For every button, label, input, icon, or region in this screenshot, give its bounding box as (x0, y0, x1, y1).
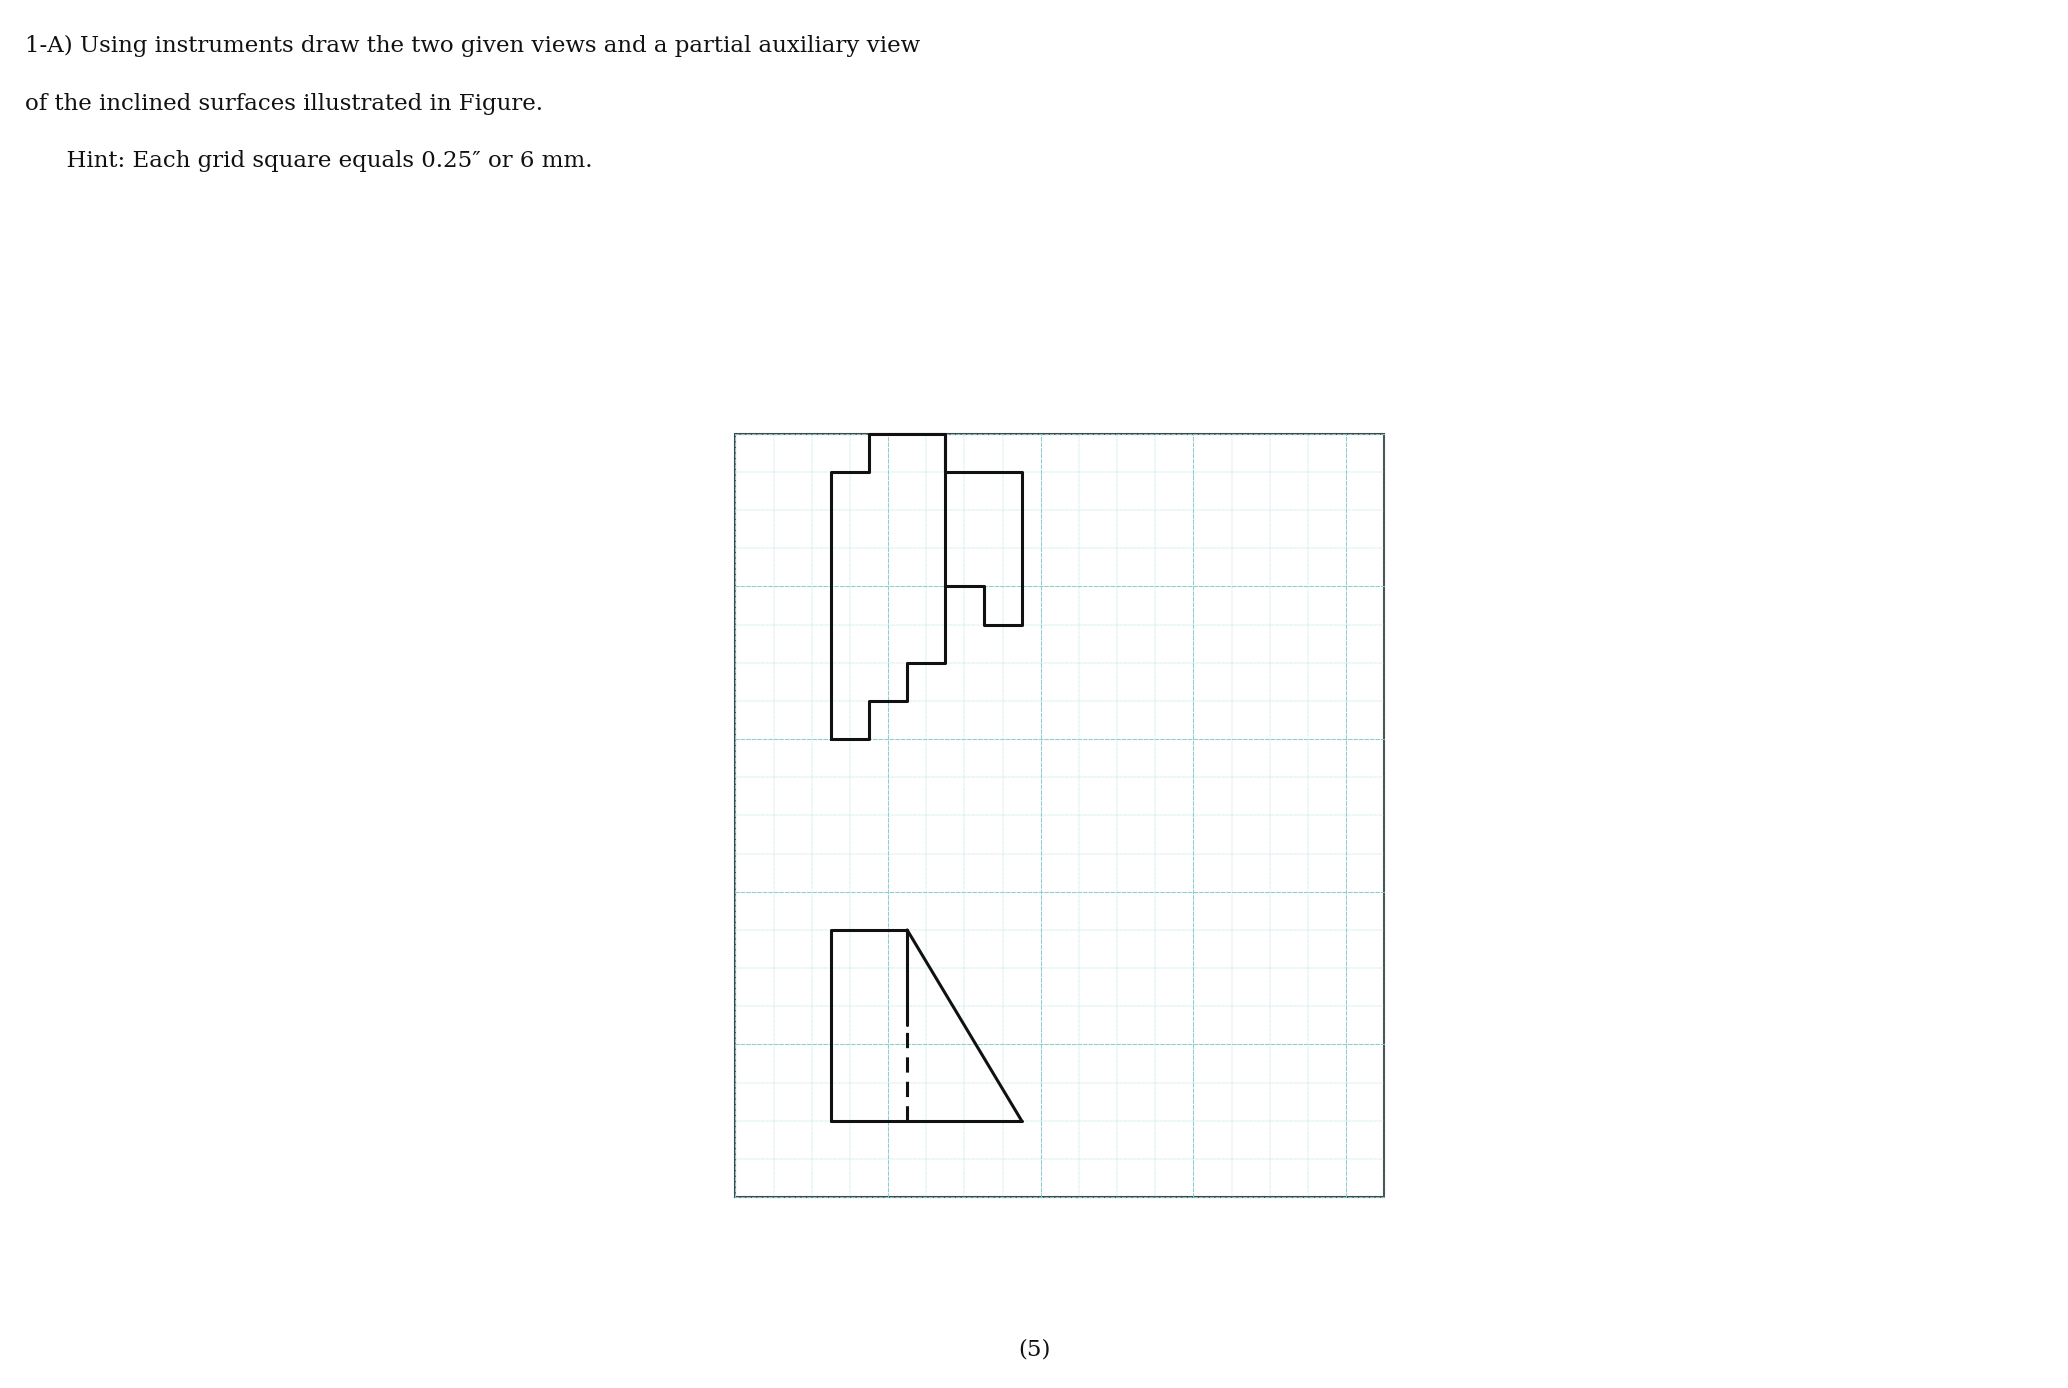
Bar (736, 434, 1383, 1196)
Text: (5): (5) (1017, 1338, 1051, 1360)
Text: 1-A) Using instruments draw the two given views and a partial auxiliary view: 1-A) Using instruments draw the two give… (25, 35, 920, 57)
Text: Hint: Each grid square equals 0.25″ or 6 mm.: Hint: Each grid square equals 0.25″ or 6… (52, 150, 591, 172)
Text: of the inclined surfaces illustrated in Figure.: of the inclined surfaces illustrated in … (25, 93, 542, 115)
